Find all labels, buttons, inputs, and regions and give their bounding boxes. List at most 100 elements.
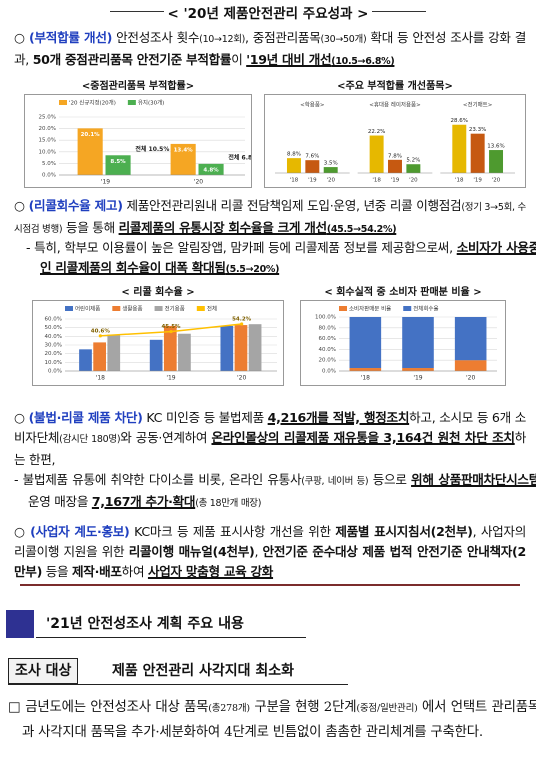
bar <box>454 317 487 361</box>
heading-marker <box>6 610 34 638</box>
y-tick-label: 30.0% <box>45 343 62 349</box>
x-tick-label: '19 <box>413 375 422 382</box>
emphasis: 온라인몰상의 리콜제품 재유통을 3,164건 원천 차단 조치 <box>211 430 515 445</box>
chart-panel: < 리콜 회수율 > 0.0% 10.0% 20.0% 30.0% 40.0% 50.0%… <box>32 286 284 386</box>
legend-label: 생활용품 <box>122 305 142 313</box>
emphasis: 리콜제품의 유통시장 회수율을 크게 개선 <box>118 220 328 235</box>
x-tick-label: '19 <box>308 178 317 184</box>
legend-label: '20 신규지정(20개) <box>69 99 116 107</box>
text: 등을 통해 <box>62 220 119 235</box>
y-tick-label: 25.0% <box>39 115 56 121</box>
legend-label: 전체 <box>207 305 217 313</box>
paragraph: ○ (부적합률 개선) 안전성조사 횟수(10→12회), 중점관리품목(30→… <box>14 28 526 72</box>
bar <box>452 124 467 173</box>
note: (10.5→6.8%) <box>331 56 395 67</box>
value-label: 13.6% <box>487 144 504 150</box>
y-tick-label: 0.0% <box>42 173 56 179</box>
annotation: 전체 6.8% <box>228 153 252 161</box>
bar <box>107 334 121 371</box>
note: (쿠팡, 네이버 등) <box>301 476 369 487</box>
heading-underline <box>36 637 306 638</box>
topic: (불법·리콜 제품 차단) <box>28 410 143 425</box>
divider <box>20 584 520 586</box>
bar <box>305 160 320 173</box>
value-label: 3.5% <box>324 161 338 167</box>
label: 조사 대상 <box>8 658 79 684</box>
bar <box>149 339 163 371</box>
emphasis: 제작·배포 <box>72 564 122 579</box>
y-tick-label: 50.0% <box>45 325 62 331</box>
note: (30→50개) <box>320 34 367 45</box>
x-tick-label: '20 <box>326 178 335 184</box>
legend-label: 전기용품 <box>165 305 185 313</box>
emphasis: 제품별 표시지침서(2천부) <box>335 524 473 539</box>
bullet: ○ <box>14 30 30 45</box>
bar <box>489 150 504 173</box>
text: , 사업자의 리콜이행 지원을 위한 <box>14 524 526 559</box>
text: 운영 매장을 <box>28 494 92 509</box>
bullet: ○ <box>14 198 29 213</box>
y-tick-label: 15.0% <box>39 138 56 144</box>
bar <box>286 158 301 173</box>
paragraph: - 특히, 학부모 이용률이 높은 알림장앱, 맘카페 등에 리콜제품 정보를 … <box>26 238 536 280</box>
value-label: 40.6% <box>91 328 111 334</box>
emphasis: 7,167개 추가·확대 <box>91 494 196 509</box>
bar <box>198 163 224 175</box>
bar <box>369 135 384 173</box>
y-tick-label: 60.0% <box>319 336 336 342</box>
x-tick-label: '19 <box>391 178 400 184</box>
bar <box>93 342 106 371</box>
text: 등으로 <box>368 472 412 487</box>
value-label: 5.2% <box>406 158 420 164</box>
chart: 0.0% 5.0% 10.0% 15.0% 20.0% 25.0% '20 신규지정(20개… <box>24 94 252 188</box>
y-tick-label: 0.0% <box>48 369 62 375</box>
value-label: 22.2% <box>368 129 385 135</box>
text: - 특히, 학부모 이용률이 높은 알림장앱, 맘카페 등에 리콜제품 정보를 … <box>26 240 457 255</box>
value-label: 7.8% <box>388 153 402 159</box>
bar <box>402 317 434 369</box>
bar <box>79 349 92 371</box>
y-tick-label: 0.0% <box>322 369 336 375</box>
value-label: 20.1% <box>81 132 101 138</box>
y-tick-label: 60.0% <box>45 317 62 323</box>
paragraph: ○ (불법·리콜 제품 차단) KC 미인증 등 불법제품 4,216개를 적발… <box>14 408 526 470</box>
bar <box>77 128 103 175</box>
note: (5.5→20%) <box>225 264 280 275</box>
y-tick-label: 20.0% <box>39 126 56 132</box>
value-label: 23.3% <box>469 127 486 133</box>
x-tick-label: '18 <box>455 178 464 184</box>
chart-title: <중점관리품목 부적합률> <box>81 81 195 92</box>
legend-swatch <box>127 100 136 105</box>
y-tick-label: 80.0% <box>319 325 336 331</box>
line-point <box>169 329 173 334</box>
line-point <box>240 322 244 326</box>
label-subtitle: 제품 안전관리 사각지대 최소화 <box>112 663 295 679</box>
section-heading: '21년 안전성조사 계획 주요 내용 <box>6 610 306 638</box>
emphasis: 소비자가 사용중인 리콜제품의 회수율이 대폭 확대됨 <box>40 240 536 275</box>
bar <box>234 325 248 371</box>
bullet: ○ <box>14 410 29 425</box>
text: 하는 한편, <box>14 430 526 467</box>
bar <box>163 325 177 371</box>
panel-title: <학용품> <box>300 101 325 109</box>
value-label: 54.2% <box>232 317 252 323</box>
bar <box>323 167 338 173</box>
note: (총 18만개 매장) <box>195 498 262 509</box>
bullet: ○ <box>14 524 31 539</box>
value-label: 45.5% <box>161 324 181 330</box>
bar <box>454 360 487 371</box>
bar <box>248 324 262 371</box>
panel-title: <전기매트> <box>463 101 493 109</box>
text: KC 미인증 등 불법제품 <box>142 410 268 425</box>
chart-title: <주요 부적합률 개선품목> <box>337 81 453 92</box>
text: 하여 <box>121 564 148 579</box>
paragraph: □ 금년도에는 안전성조사 대상 품목(총278개) 구분을 현행 2단계(중점… <box>8 696 536 745</box>
text: - 불법제품 유통에 취약한 다이소를 비롯, 온라인 유통사 <box>14 472 302 487</box>
legend-swatch <box>403 306 412 311</box>
value-label: 8.8% <box>287 152 301 158</box>
y-tick-label: 100.0% <box>315 315 336 321</box>
legend-label: 전체회수율 <box>413 305 438 313</box>
y-tick-label: 40.0% <box>319 347 336 353</box>
value-label: 8.5% <box>110 159 126 165</box>
chart: 0.0% 20.0% 40.0% 60.0% 80.0% 100.0% 소비자판매분 비율 전… <box>300 300 506 386</box>
